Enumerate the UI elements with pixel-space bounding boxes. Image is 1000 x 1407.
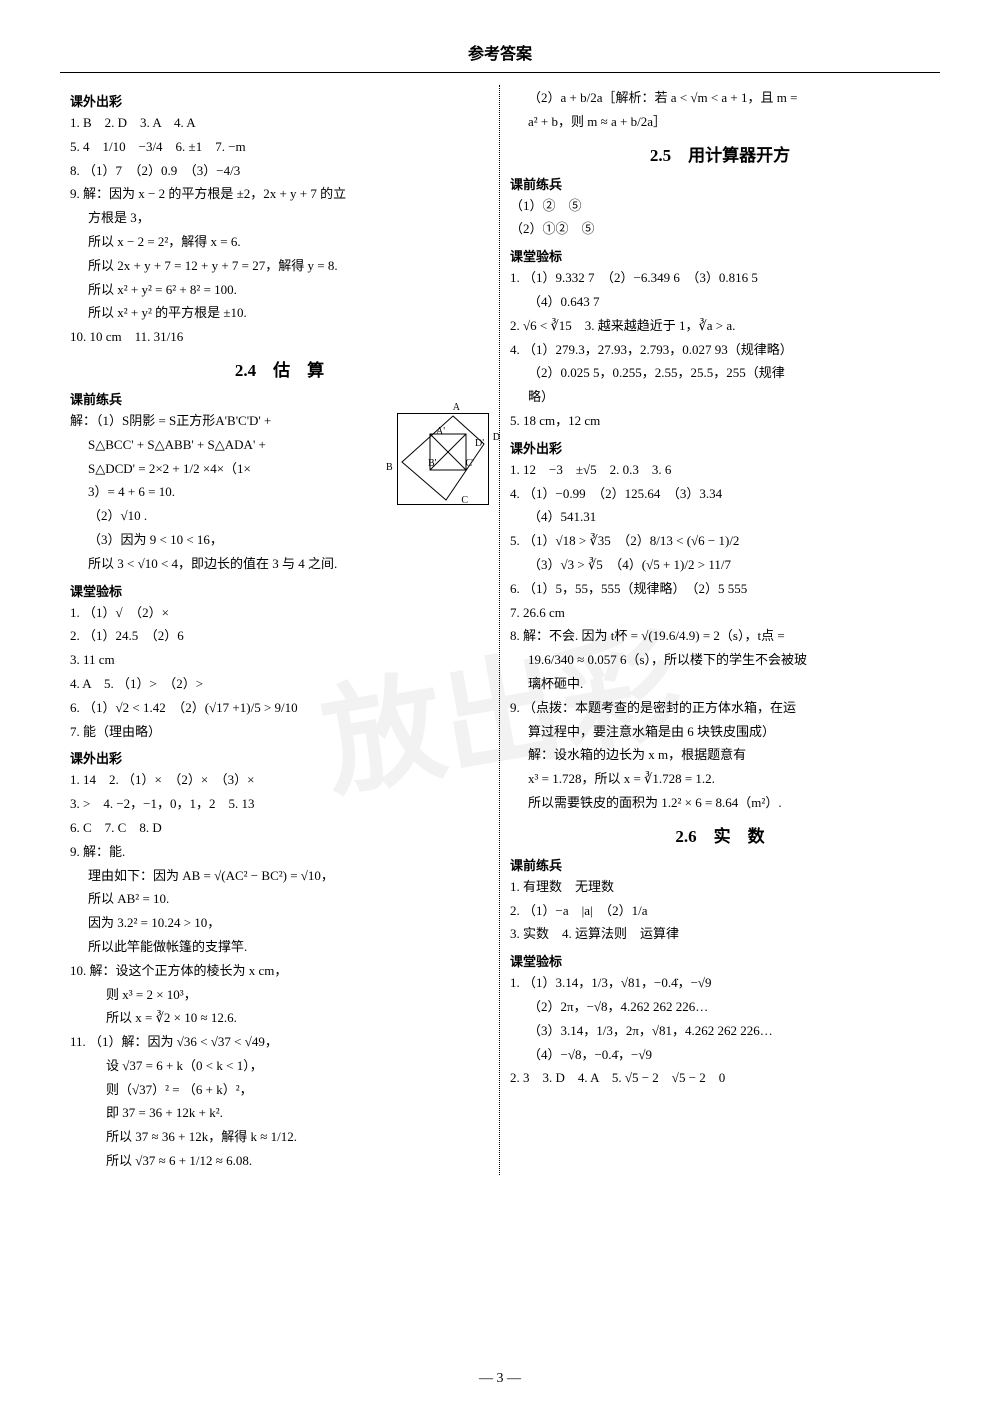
answer-line: 璃杯砸中. [510, 674, 930, 695]
answer-line: 方根是 3， [70, 208, 489, 229]
section-heading-25: 2.5 用计算器开方 [510, 141, 930, 166]
answer-line: 1. （1）√ （2）× [70, 603, 489, 624]
content-columns: 课外出彩 1. B 2. D 3. A 4. A 5. 4 1/10 −3/4 … [60, 85, 940, 1175]
answer-line: 所以需要铁皮的面积为 1.2² × 6 = 8.64（m²）. [510, 793, 930, 814]
section-heading-24: 2.4 估 算 [70, 356, 489, 381]
answer-line: 理由如下：因为 AB = √(AC² − BC²) = √10， [70, 866, 489, 887]
answer-line: 设 √37 = 6 + k（0 < k < 1）， [70, 1056, 489, 1077]
answer-line: 所以 √37 ≈ 6 + 1/12 ≈ 6.08. [70, 1151, 489, 1172]
answer-line: 所以此竿能做帐篷的支撑竿. [70, 937, 489, 958]
page-number: — 3 — [0, 1371, 1000, 1387]
heading-kewaichucai: 课外出彩 [70, 91, 489, 110]
diagram-label: D [493, 432, 500, 443]
heading-ketangyanbiao: 课堂验标 [510, 951, 930, 970]
diagram-svg [398, 414, 488, 504]
geometry-diagram: A B C D A' B' C' D' [397, 413, 489, 505]
answer-line: 5. 4 1/10 −3/4 6. ±1 7. −m [70, 137, 489, 158]
answer-line: 1. （1）3.14，1/3，√81，−0.4̇，−√9 [510, 973, 930, 994]
section-heading-26: 2.6 实 数 [510, 822, 930, 847]
answer-line: （2）0.025 5，0.255，2.55，25.5，255（规律 [510, 363, 930, 384]
heading-kewaichucai: 课外出彩 [510, 438, 930, 457]
answer-line: 6. C 7. C 8. D [70, 818, 489, 839]
answer-line: 7. 能（理由略） [70, 722, 489, 743]
answer-line: 1. 12 −3 ±√5 2. 0.3 3. 6 [510, 460, 930, 481]
heading-kewaichucai2: 课外出彩 [70, 748, 489, 767]
answer-line: 6. （1）√2 < 1.42 （2）(√17 +1)/5 > 9/10 [70, 698, 489, 719]
answer-line: 5. （1）√18 > ∛35 （2）8/13 < (√6 − 1)/2 [510, 531, 930, 552]
answer-line: 解：设水箱的边长为 x m，根据题意有 [510, 745, 930, 766]
right-column: （2）a + b/2a［解析：若 a < √m < a + 1，且 m = a²… [500, 85, 940, 1175]
answer-line: 5. 18 cm，12 cm [510, 411, 930, 432]
answer-line: 因为 3.2² = 10.24 > 10， [70, 913, 489, 934]
answer-line: 9. （点拨：本题考查的是密封的正方体水箱，在运 [510, 698, 930, 719]
answer-line: 8. 解：不会. 因为 t杯 = √(19.6/4.9) = 2（s），t点 = [510, 626, 930, 647]
answer-line: 所以 x² + y² = 6² + 8² = 100. [70, 280, 489, 301]
answer-line: 2. （1）−a |a| （2）1/a [510, 901, 930, 922]
answer-line: 1. （1）9.332 7 （2）−6.349 6 （3）0.816 5 [510, 268, 930, 289]
heading-keqianlianbing: 课前练兵 [70, 389, 489, 408]
answer-line: 10. 10 cm 11. 31/16 [70, 327, 489, 348]
answer-line: 1. 14 2. （1）× （2）× （3）× [70, 770, 489, 791]
answer-line: （3）√3 > ∛5 （4）(√5 + 1)/2 > 11/7 [510, 555, 930, 576]
answer-line: （2）a + b/2a［解析：若 a < √m < a + 1，且 m = [510, 88, 930, 109]
answer-line: 所以 x² + y² 的平方根是 ±10. [70, 303, 489, 324]
answer-line: 2. √6 < ∛15 3. 越来越趋近于 1，∛a > a. [510, 316, 930, 337]
answer-line: （4）541.31 [510, 507, 930, 528]
answer-line: 则 x³ = 2 × 10³， [70, 985, 489, 1006]
answer-line: 所以 AB² = 10. [70, 889, 489, 910]
answer-line: 8. （1）7 （2）0.9 （3）−4/3 [70, 161, 489, 182]
answer-line: 3. > 4. −2，−1，0，1，2 5. 13 [70, 794, 489, 815]
answer-line: 4. A 5. （1）> （2）> [70, 674, 489, 695]
answer-line: 略） [510, 387, 930, 408]
answer-line: 1. 有理数 无理数 [510, 877, 930, 898]
answer-line: 7. 26.6 cm [510, 603, 930, 624]
header-rule [60, 72, 940, 73]
heading-ketangyanbiao: 课堂验标 [70, 581, 489, 600]
answer-line: （3）3.14，1/3，2π，√81，4.262 262 226… [510, 1021, 930, 1042]
answer-line: 9. 解：因为 x − 2 的平方根是 ±2，2x + y + 7 的立 [70, 184, 489, 205]
answer-line: a² + b，则 m ≈ a + b/2a］ [510, 112, 930, 133]
answer-line: （2）①② ⑤ [510, 219, 930, 240]
answer-line: 4. （1）−0.99 （2）125.64 （3）3.34 [510, 484, 930, 505]
answer-line: （2）2π，−√8，4.262 262 226… [510, 997, 930, 1018]
answer-line: （3）因为 9 < 10 < 16， [70, 530, 489, 551]
answer-line: x³ = 1.728，所以 x = ∛1.728 = 1.2. [510, 769, 930, 790]
diagram-label: B [386, 462, 393, 473]
answer-line: 2. （1）24.5 （2）6 [70, 626, 489, 647]
answer-line: （4）0.643 7 [510, 292, 930, 313]
answer-line: 算过程中，要注意水箱是由 6 块铁皮围成） [510, 722, 930, 743]
answer-line: 所以 37 ≈ 36 + 12k，解得 k ≈ 1/12. [70, 1127, 489, 1148]
answer-line: 9. 解：能. [70, 842, 489, 863]
answer-line: 所以 2x + y + 7 = 12 + y + 7 = 27，解得 y = 8… [70, 256, 489, 277]
heading-keqianlianbing: 课前练兵 [510, 174, 930, 193]
left-column: 课外出彩 1. B 2. D 3. A 4. A 5. 4 1/10 −3/4 … [60, 85, 500, 1175]
answer-line: 1. B 2. D 3. A 4. A [70, 113, 489, 134]
answer-line: （1）② ⑤ [510, 196, 930, 217]
answer-line: 所以 x − 2 = 2²，解得 x = 6. [70, 232, 489, 253]
answer-line: 3. 实数 4. 运算法则 运算律 [510, 924, 930, 945]
answer-line: 19.6/340 ≈ 0.057 6（s），所以楼下的学生不会被玻 [510, 650, 930, 671]
answer-line: 即 37 = 36 + 12k + k². [70, 1103, 489, 1124]
answer-line: 11. （1）解：因为 √36 < √37 < √49， [70, 1032, 489, 1053]
answer-line: 4. （1）279.3，27.93，2.793，0.027 93（规律略） [510, 340, 930, 361]
answer-line: 6. （1）5，55，555（规律略） （2）5 555 [510, 579, 930, 600]
answer-line: 2. 3 3. D 4. A 5. √5 − 2 √5 − 2 0 [510, 1068, 930, 1089]
heading-keqianlianbing: 课前练兵 [510, 855, 930, 874]
answer-line: 则（√37）² = （6 + k）²， [70, 1080, 489, 1101]
answer-line: 所以 x = ∛2 × 10 ≈ 12.6. [70, 1008, 489, 1029]
page-title: 参考答案 [60, 40, 940, 64]
heading-ketangyanbiao: 课堂验标 [510, 246, 930, 265]
diagram-label: A [453, 402, 460, 413]
answer-line: 3. 11 cm [70, 650, 489, 671]
answer-line: 所以 3 < √10 < 4，即边长的值在 3 与 4 之间. [70, 554, 489, 575]
answer-line: （2）√10 . [70, 506, 489, 527]
answer-line: （4）−√8，−0.4̇，−√9 [510, 1045, 930, 1066]
answer-line: 10. 解：设这个正方体的棱长为 x cm， [70, 961, 489, 982]
